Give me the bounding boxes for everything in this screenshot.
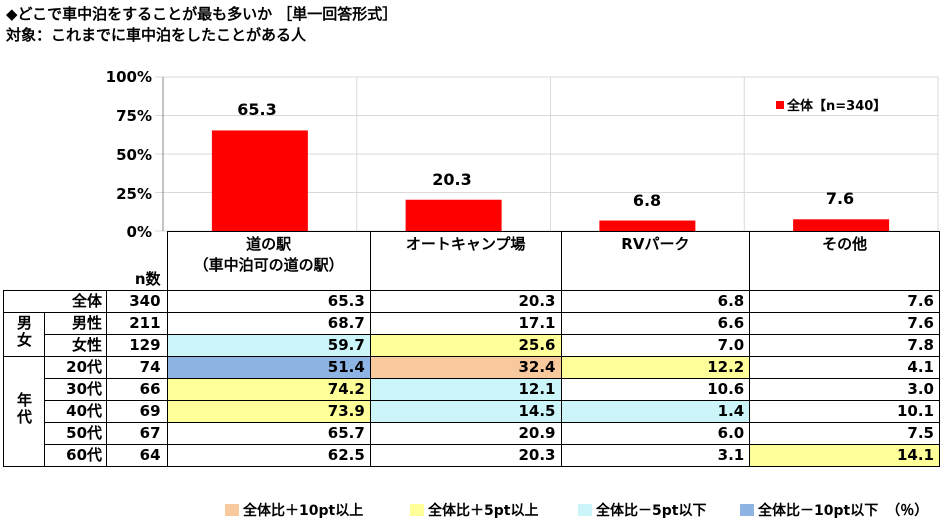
- table-cell: 1.4: [560, 400, 751, 423]
- y-tick-label: 25%: [116, 185, 152, 203]
- table-row: 年代 20代 74 51.4 32.4 12.2 4.1: [3, 356, 940, 467]
- key-item-orange: 全体比＋10pt以上: [225, 500, 363, 520]
- table-cell: 20.3: [369, 444, 562, 467]
- table-cell: 6.8: [560, 290, 751, 313]
- table-cell: 12.2: [560, 356, 751, 379]
- row-label: 30代: [43, 378, 108, 401]
- key-label: 全体比－5pt以下: [596, 503, 707, 519]
- column-header: 道の駅 （車中泊可の道の駅）: [166, 231, 371, 291]
- table-row: 40代 69 73.9 14.5 1.4 10.1: [4, 400, 940, 423]
- row-n: 69: [106, 400, 168, 423]
- key-swatch: [578, 504, 592, 516]
- key-label: 全体比－10pt以下: [758, 503, 879, 519]
- table-row: 50代 67 65.7 20.9 6.0 7.5: [4, 422, 940, 445]
- bar: [211, 130, 308, 231]
- table-cell: 73.9: [166, 400, 371, 423]
- chart-subtitle: 対象：これまでに車中泊をしたことがある人: [6, 26, 307, 44]
- table-cell: 68.7: [166, 312, 371, 335]
- key-label: 全体比＋5pt以上: [428, 503, 539, 519]
- table-cell: 20.3: [369, 290, 562, 313]
- row-n: 211: [106, 312, 168, 335]
- y-tick-label: 75%: [116, 107, 152, 125]
- table-cell: 3.0: [749, 378, 940, 401]
- n-header: n数: [134, 270, 161, 288]
- legend-label: 全体【n=340】: [787, 99, 887, 114]
- table-cell: 17.1: [369, 312, 562, 335]
- data-table: n数 道の駅 （車中泊可の道の駅） オートキャンプ場 RVパーク その他 全体 …: [2, 231, 940, 467]
- key-item-blue: 全体比－10pt以下 （％）: [740, 500, 928, 520]
- row-label: 40代: [43, 400, 108, 423]
- table-cell: 7.8: [749, 334, 940, 357]
- table-cell: 10.1: [749, 400, 940, 423]
- table-row: 男女 男性 211 68.7 17.1 6.6 7.6: [3, 312, 940, 357]
- column-header-line: （車中泊可の道の駅）: [193, 256, 344, 274]
- bar: [405, 199, 502, 231]
- table-cell: 7.0: [560, 334, 751, 357]
- row-label: 50代: [43, 422, 108, 445]
- table-cell: 65.3: [166, 290, 371, 313]
- table-row: 30代 66 74.2 12.1 10.6 3.0: [4, 378, 940, 401]
- row-label: 男性: [43, 312, 108, 335]
- table-cell: 6.6: [560, 312, 751, 335]
- unit-label: （％）: [886, 503, 929, 519]
- table-cell: 6.0: [560, 422, 751, 445]
- table-cell: 3.1: [560, 444, 751, 467]
- column-header-line: 道の駅: [246, 235, 292, 253]
- bar-value-label: 65.3: [237, 100, 277, 120]
- chart-title: ◆どこで車中泊をすることが最も多いか ［単一回答形式］: [6, 5, 398, 23]
- group-label-text: 年代: [15, 392, 33, 426]
- bar-value-label: 20.3: [432, 169, 472, 189]
- bar: [793, 219, 890, 231]
- table-cell: 65.7: [166, 422, 371, 445]
- table-cell: 74.2: [166, 378, 371, 401]
- bar: [599, 220, 696, 231]
- y-tick-label: 50%: [116, 146, 152, 164]
- key-item-yellow: 全体比＋5pt以上: [410, 500, 538, 520]
- table-row: 全体 340 65.3 20.3 6.8 7.6: [2, 290, 940, 313]
- table-cell: 20.9: [369, 422, 562, 445]
- y-tick-label: 0%: [126, 223, 152, 241]
- table-cell: 25.6: [369, 334, 562, 357]
- table-row: 女性 129 59.7 25.6 7.0 7.8: [4, 334, 940, 357]
- column-header: RVパーク: [560, 231, 751, 291]
- key-swatch: [410, 504, 424, 516]
- table-cell: 51.4: [166, 356, 371, 379]
- table-cell: 14.1: [749, 444, 940, 467]
- row-label: 60代: [43, 444, 108, 467]
- table-cell: 7.6: [749, 290, 940, 313]
- table-cell: 59.7: [166, 334, 371, 357]
- row-n: 340: [106, 290, 168, 313]
- row-label: 女性: [43, 334, 108, 357]
- row-n: 67: [106, 422, 168, 445]
- group-label-text: 男女: [15, 315, 33, 349]
- group-label-gender: 男女: [3, 312, 45, 357]
- y-tick-label: 100%: [105, 68, 152, 86]
- column-header: オートキャンプ場: [369, 231, 562, 291]
- column-header: その他: [749, 231, 940, 291]
- legend-swatch: [776, 100, 784, 109]
- bar-value-label: 7.6: [825, 189, 855, 209]
- row-label: 20代: [43, 356, 108, 379]
- table-cell: 4.1: [749, 356, 940, 379]
- table-cell: 14.5: [369, 400, 562, 423]
- table-cell: 12.1: [369, 378, 562, 401]
- table-cell: 7.6: [749, 312, 940, 335]
- key-swatch: [225, 504, 239, 516]
- key-label: 全体比＋10pt以上: [243, 503, 364, 519]
- chart-legend: 全体【n=340】: [776, 95, 886, 114]
- row-n: 64: [106, 444, 168, 467]
- row-n: 74: [106, 356, 168, 379]
- row-n: 66: [106, 378, 168, 401]
- bar-value-label: 6.8: [632, 190, 662, 210]
- key-swatch: [740, 504, 754, 516]
- key-item-cyan: 全体比－5pt以下: [578, 500, 706, 520]
- table-cell: 10.6: [560, 378, 751, 401]
- group-label-age: 年代: [3, 356, 45, 467]
- row-label: 全体: [2, 290, 108, 313]
- row-n: 129: [106, 334, 168, 357]
- table-cell: 62.5: [166, 444, 371, 467]
- table-cell: 7.5: [749, 422, 940, 445]
- table-row: 60代 64 62.5 20.3 3.1 14.1: [4, 444, 940, 467]
- table-cell: 32.4: [369, 356, 562, 379]
